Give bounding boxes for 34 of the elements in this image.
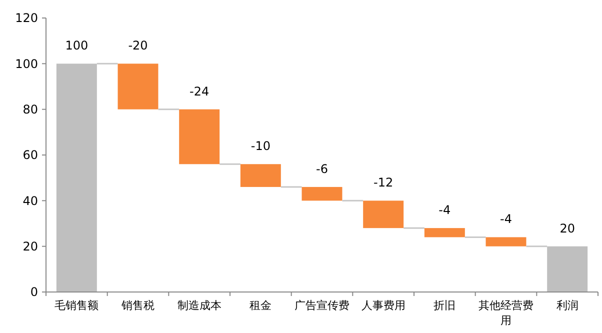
data-label: -10 [250, 139, 270, 154]
x-tick-label: 制造成本 [177, 299, 222, 312]
bar [363, 200, 404, 228]
data-label: -4 [438, 203, 451, 218]
bar [424, 228, 465, 238]
x-tick-label: 折旧 [434, 299, 456, 312]
bar [547, 246, 588, 292]
bar [118, 64, 158, 110]
bar [486, 237, 526, 246]
data-label: -12 [374, 176, 394, 190]
x-tick-label: 销售税 [120, 299, 154, 312]
y-tick-label: 100 [15, 56, 38, 71]
y-tick-label: 0 [30, 285, 38, 300]
bar [240, 164, 281, 187]
x-tick-label: 广告宣传费 [294, 299, 350, 312]
y-tick-label: 80 [22, 102, 38, 117]
data-label: 20 [560, 221, 575, 236]
data-label: -4 [500, 212, 512, 226]
y-tick-label: 20 [22, 240, 38, 254]
x-tick-label: 租金 [250, 299, 272, 312]
data-label: -20 [128, 38, 148, 53]
x-tick-label: 人事费用 [361, 299, 406, 312]
data-label: 100 [65, 38, 88, 53]
x-tick-label: 其他经营费用 [478, 299, 534, 327]
bar [179, 109, 220, 164]
data-label: -6 [316, 162, 328, 176]
bar [302, 186, 342, 201]
bar [56, 64, 97, 292]
x-tick-label: 利润 [556, 299, 578, 312]
y-tick-label: 40 [22, 194, 38, 208]
y-tick-label: 60 [22, 148, 38, 162]
y-tick-label: 120 [15, 11, 38, 26]
x-tick-label: 毛销售额 [54, 299, 99, 312]
data-label: -24 [190, 84, 210, 98]
